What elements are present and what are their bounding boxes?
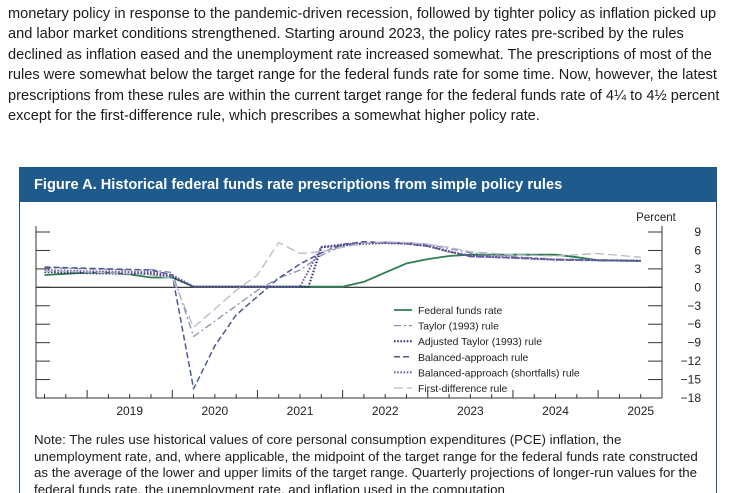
y-tick-label: 0 <box>694 280 701 294</box>
series-line-6 <box>44 241 641 328</box>
y-tick-label: 9 <box>694 225 701 239</box>
figure-a: Figure A. Historical federal funds rate … <box>19 167 717 493</box>
series-line-4 <box>44 241 641 390</box>
legend-label-5: Balanced-approach (shortfalls) rule <box>418 368 580 379</box>
figure-note: Note: The rules use historical values of… <box>34 432 698 493</box>
x-tick-label: 2024 <box>542 404 569 418</box>
x-tick-label: 2021 <box>287 404 314 418</box>
x-tick-label: 2020 <box>202 404 229 418</box>
y-tick-label: 6 <box>694 243 701 257</box>
intro-paragraph: monetary policy in response to the pande… <box>8 4 730 126</box>
y-tick-label: −3 <box>687 299 701 313</box>
y-axis-title: Percent <box>636 212 676 224</box>
legend-label-1: Federal funds rate <box>418 306 503 317</box>
y-tick-label: 3 <box>694 262 701 276</box>
series-line-5 <box>44 241 641 288</box>
y-tick-label: −9 <box>687 336 701 350</box>
x-tick-label: 2023 <box>457 404 484 418</box>
x-tick-label: 2025 <box>627 404 654 418</box>
y-tick-label: −15 <box>681 373 702 387</box>
figure-title: Figure A. Historical federal funds rate … <box>20 168 716 202</box>
y-tick-label: −6 <box>687 317 701 331</box>
legend-label-3: Adjusted Taylor (1993) rule <box>418 337 542 348</box>
series-line-2 <box>44 241 641 338</box>
y-tick-label: −12 <box>681 354 702 368</box>
legend-label-2: Taylor (1993) rule <box>418 322 499 333</box>
x-tick-label: 2022 <box>372 404 399 418</box>
policy-rules-chart: 9 6 3 0 −3 −6 −9 −12 −15 −18 Percent 2019 2020 2021 2… <box>35 212 702 418</box>
legend-label-4: Balanced-approach rule <box>418 353 529 364</box>
x-tick-label: 2019 <box>116 404 143 418</box>
y-tick-label: −18 <box>681 391 702 405</box>
series-line-3 <box>44 242 641 288</box>
legend-label-6: First-difference rule <box>418 384 508 395</box>
intro-text: monetary policy in response to the pande… <box>8 6 720 125</box>
